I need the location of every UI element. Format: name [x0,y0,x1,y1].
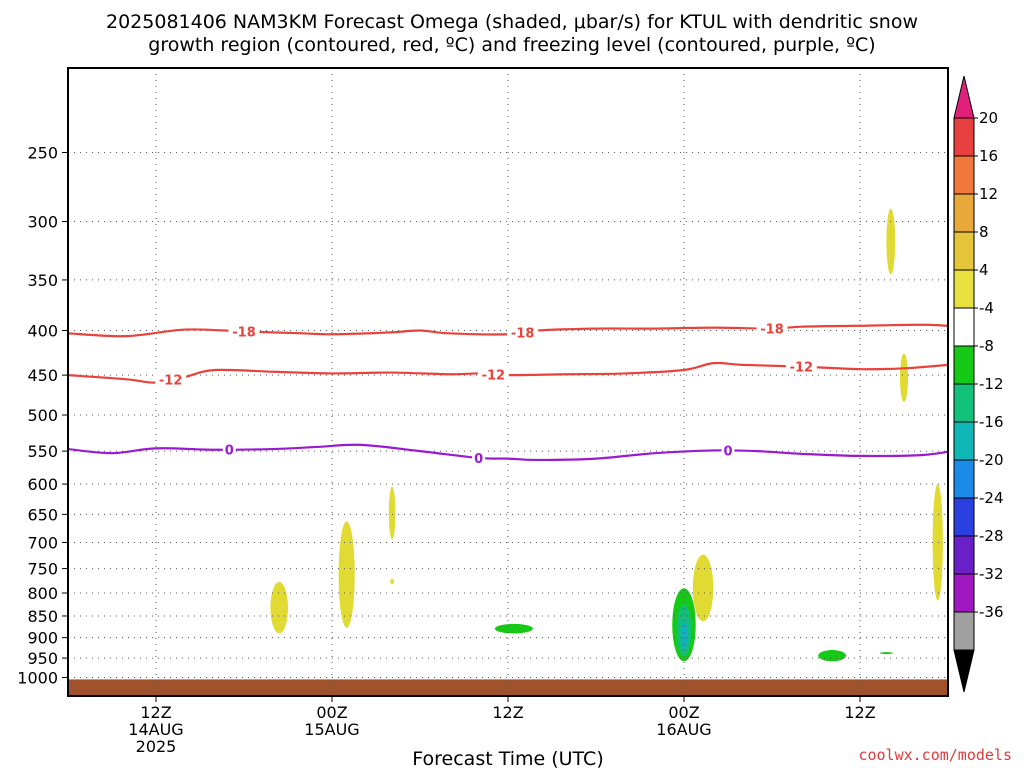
omega-region-3 [390,578,394,585]
chart-title-line-2: growth region (contoured, red, ºC) and f… [148,34,875,56]
omega-region-1 [338,521,355,628]
contour-label-bg--18-2 [756,320,788,337]
x-axis-label: Forecast Time (UTC) [412,748,603,768]
colorbar-band-5 [953,307,975,347]
omega-region-6 [899,353,909,402]
contour-label--12-1: -12 [482,368,506,383]
chart-title-line-1: 2025081406 NAM3KM Forecast Omega (shaded… [106,11,918,33]
omega-region-13 [879,652,894,655]
colorbar-band-13 [953,611,975,651]
contour-0 [67,443,949,462]
colorbar-label-5: -4 [979,299,994,317]
y-tick-label-350: 350 [27,271,58,290]
colorbar-label-12: -32 [979,565,1004,583]
omega-region-12 [818,650,847,662]
colorbar-top-arrow [953,75,975,119]
omega-region-7 [932,484,943,601]
contour-label-bg--12-1 [477,366,509,383]
contour-label-bg--12-0 [155,371,187,388]
contour-label-bg--18-1 [507,324,539,341]
omega-region-10 [680,620,688,651]
omega-region-11 [494,623,533,634]
colorbar-band-9 [953,459,975,499]
omega-region-4 [692,554,714,622]
omega-region-5 [886,208,896,275]
colorbar-band-4 [953,269,975,309]
colorbar-label-9: -20 [979,451,1004,469]
credit-text: coolwx.com/models [858,746,1012,764]
colorbar-band-1 [953,155,975,195]
y-tick-label-250: 250 [27,144,58,163]
below-ground-fill [68,679,948,696]
colorbar-label-4: 4 [979,261,989,279]
contour-label--12-0: -12 [159,374,183,389]
colorbar-label-1: 16 [979,147,998,165]
contour-label-0-1: 0 [474,452,483,467]
colorbar-band-6 [953,345,975,385]
contour-label-0-2: 0 [723,445,732,460]
omega-region-0 [270,581,289,634]
contour-label--18-0: -18 [232,325,256,340]
colorbar-band-8 [953,421,975,461]
colorbar-band-11 [953,535,975,575]
ground-fill [68,679,948,696]
y-tick-label-750: 750 [27,560,58,579]
omega-shaded-regions [270,208,943,662]
contour-label-bg--12-2 [785,358,817,375]
contour-label-bg--18-0 [228,323,260,340]
colorbar-bottom-arrow [953,649,975,693]
y-tick-label-500: 500 [27,406,58,425]
contour-label--18-1: -18 [511,326,535,341]
contour-label-bg-0-2 [721,442,735,459]
x-tick-label-0-2: 2025 [136,737,177,756]
temperature-contours: -18 -18 -18 -12 -12 -12 0 0 0 [67,320,949,467]
omega-colorbar: 20 16 12 8 4 -4 -8 -12 -16 -20 -24 -28 -32 -36 [953,75,1004,693]
y-tick-label-450: 450 [27,366,58,385]
y-tick-label-400: 400 [27,322,58,341]
colorbar-label-0: 20 [979,109,998,127]
colorbar-label-11: -28 [979,527,1004,545]
contour-label-0-0: 0 [225,444,234,459]
colorbar-label-8: -16 [979,413,1004,431]
y-tick-label-800: 800 [27,584,58,603]
colorbar-label-7: -12 [979,375,1004,393]
contour-label-bg-0-0 [222,441,236,458]
y-tick-label-600: 600 [27,475,58,494]
x-tick-label-3-0: 00Z [668,703,699,722]
x-tick-label-1-1: 15AUG [304,720,359,739]
colorbar-band-10 [953,497,975,537]
contour-label-bg-0-1 [472,449,486,466]
contour-label--12-2: -12 [790,361,814,376]
colorbar-label-6: -8 [979,337,994,355]
x-tick-label-1-0: 00Z [316,703,347,722]
y-tick-label-950: 950 [27,649,58,668]
y-tick-label-650: 650 [27,505,58,524]
contour-label--18-2: -18 [760,323,784,338]
x-tick-label-0-1: 14AUG [128,720,183,739]
colorbar-band-7 [953,383,975,423]
x-tick-label-3-1: 16AUG [656,720,711,739]
colorbar-band-2 [953,193,975,233]
omega-region-2 [388,486,396,540]
colorbar-label-2: 12 [979,185,998,203]
colorbar-label-3: 8 [979,223,989,241]
colorbar-band-3 [953,231,975,271]
x-tick-label-0-0: 12Z [140,703,171,722]
y-tick-label-900: 900 [27,629,58,648]
colorbar-band-0 [953,117,975,157]
y-tick-label-850: 850 [27,607,58,626]
y-tick-label-700: 700 [27,533,58,552]
colorbar-label-10: -24 [979,489,1004,507]
colorbar-label-13: -36 [979,603,1004,621]
x-tick-label-4-0: 12Z [844,703,875,722]
y-tick-label-1000: 1000 [17,669,58,688]
y-tick-label-550: 550 [27,442,58,461]
pressure-axis: 250 300 350 400 450 500 550 600 650 700 750 800 850 9… [17,144,68,688]
y-tick-label-300: 300 [27,213,58,232]
colorbar-band-12 [953,573,975,613]
x-tick-label-2-0: 12Z [492,703,523,722]
